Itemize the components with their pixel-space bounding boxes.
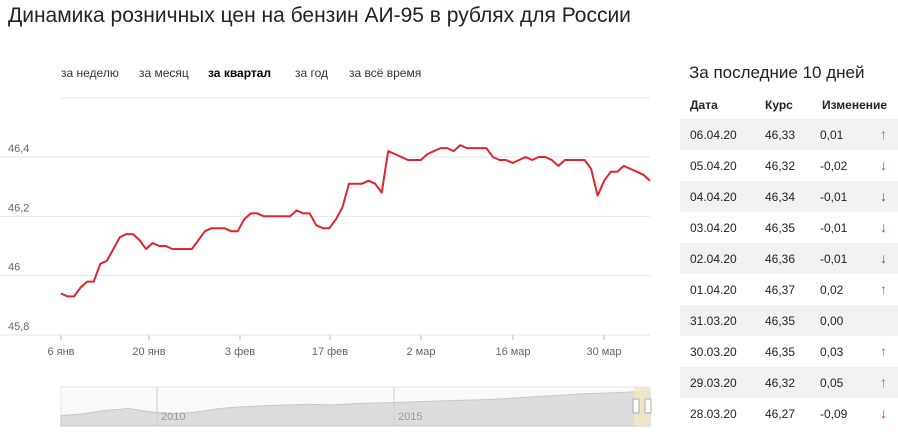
arrow-up-icon: ↑ bbox=[880, 126, 887, 142]
table-row: 01.04.20 46,37 0,02 ↑ bbox=[680, 274, 898, 305]
column-header-rate: Курс bbox=[765, 98, 793, 112]
cell-date: 31.03.20 bbox=[690, 314, 737, 328]
cell-date: 05.04.20 bbox=[690, 159, 737, 173]
tab-week[interactable]: за неделю bbox=[61, 66, 119, 80]
table-row: 29.03.20 46,32 0,05 ↑ bbox=[680, 367, 898, 398]
table-row: 02.04.20 46,36 -0,01 ↓ bbox=[680, 243, 898, 274]
column-header-date: Дата bbox=[690, 98, 718, 112]
cell-change: 0,03 bbox=[820, 345, 844, 359]
cell-date: 01.04.20 bbox=[690, 283, 737, 297]
cell-change: -0,01 bbox=[820, 252, 848, 266]
table-row: 06.04.20 46,33 0,01 ↑ bbox=[680, 119, 898, 150]
y-tick-label: 46,4 bbox=[8, 143, 29, 155]
x-tick-label: 20 янв bbox=[132, 346, 165, 358]
navigator-handle-right[interactable] bbox=[644, 398, 652, 414]
cell-rate: 46,34 bbox=[765, 190, 796, 204]
x-tick-label: 30 мар bbox=[586, 346, 621, 358]
tab-all-time[interactable]: за всё время bbox=[349, 66, 422, 80]
cell-change: 0,02 bbox=[820, 283, 844, 297]
arrow-down-icon: ↓ bbox=[880, 188, 887, 204]
arrow-down-icon: ↓ bbox=[880, 157, 887, 173]
column-header-change: Изменение bbox=[822, 98, 888, 112]
x-tick-label: 3 фев bbox=[225, 346, 255, 358]
navigator-handle-left[interactable] bbox=[632, 398, 640, 414]
cell-change: -0,01 bbox=[820, 190, 848, 204]
cell-change: -0,02 bbox=[820, 159, 848, 173]
tab-month[interactable]: за месяц bbox=[139, 66, 189, 80]
cell-date: 29.03.20 bbox=[690, 376, 737, 390]
x-tick-label: 6 янв bbox=[47, 346, 74, 358]
arrow-up-icon: ↑ bbox=[880, 374, 887, 390]
cell-date: 02.04.20 bbox=[690, 252, 737, 266]
cell-rate: 46,33 bbox=[765, 128, 796, 142]
y-tick-label: 46 bbox=[8, 262, 20, 274]
cell-rate: 46,32 bbox=[765, 159, 796, 173]
arrow-up-icon: ↑ bbox=[880, 343, 887, 359]
price-series-line bbox=[60, 144, 651, 298]
cell-change: -0,09 bbox=[820, 407, 848, 421]
x-tick-label: 17 фев bbox=[312, 346, 348, 358]
cell-date: 28.03.20 bbox=[690, 407, 737, 421]
navigator-area bbox=[60, 390, 651, 427]
table-row: 04.04.20 46,34 -0,01 ↓ bbox=[680, 181, 898, 212]
cell-rate: 46,32 bbox=[765, 376, 796, 390]
table-title: За последние 10 дней bbox=[689, 63, 865, 82]
price-chart: 45,8 46 46,2 46,4 6 янв 20 янв 3 фев 17 фев 2 ма… bbox=[0, 97, 651, 358]
navigator-selection bbox=[634, 387, 650, 426]
cell-change: 0,05 bbox=[820, 376, 844, 390]
arrow-down-icon: ↓ bbox=[880, 405, 887, 421]
y-tick-label: 45,8 bbox=[8, 321, 29, 333]
cell-date: 04.04.20 bbox=[690, 190, 737, 204]
table-row: 31.03.20 46,35 0,00 bbox=[680, 305, 898, 336]
tab-quarter[interactable]: за квартал bbox=[208, 66, 272, 80]
cell-change: -0,01 bbox=[820, 221, 848, 235]
y-tick-label: 46,2 bbox=[8, 202, 29, 214]
navigator-year-label: 2010 bbox=[161, 411, 185, 423]
cell-rate: 46,35 bbox=[765, 314, 796, 328]
cell-rate: 46,36 bbox=[765, 252, 796, 266]
chart-navigator[interactable]: 2010 2015 bbox=[0, 383, 660, 443]
page-title: Динамика розничных цен на бензин АИ-95 в… bbox=[8, 4, 631, 27]
cell-rate: 46,27 bbox=[765, 407, 796, 421]
table-row: 03.04.20 46,35 -0,01 ↓ bbox=[680, 212, 898, 243]
cell-change: 0,01 bbox=[820, 128, 844, 142]
cell-date: 03.04.20 bbox=[690, 221, 737, 235]
x-tick-label: 16 мар bbox=[495, 346, 530, 358]
x-tick-label: 2 мар bbox=[407, 346, 436, 358]
cell-change: 0,00 bbox=[820, 314, 844, 328]
arrow-down-icon: ↓ bbox=[880, 219, 887, 235]
navigator-year-label: 2015 bbox=[398, 411, 422, 423]
tab-year[interactable]: за год bbox=[295, 66, 329, 80]
table-row: 30.03.20 46,35 0,03 ↑ bbox=[680, 336, 898, 367]
cell-date: 30.03.20 bbox=[690, 345, 737, 359]
arrow-down-icon: ↓ bbox=[880, 250, 887, 266]
cell-rate: 46,37 bbox=[765, 283, 796, 297]
table-row: 05.04.20 46,32 -0,02 ↓ bbox=[680, 150, 898, 181]
table-row: 28.03.20 46,27 -0,09 ↓ bbox=[680, 398, 898, 429]
cell-rate: 46,35 bbox=[765, 221, 796, 235]
arrow-up-icon: ↑ bbox=[880, 281, 887, 297]
cell-date: 06.04.20 bbox=[690, 128, 737, 142]
cell-rate: 46,35 bbox=[765, 345, 796, 359]
